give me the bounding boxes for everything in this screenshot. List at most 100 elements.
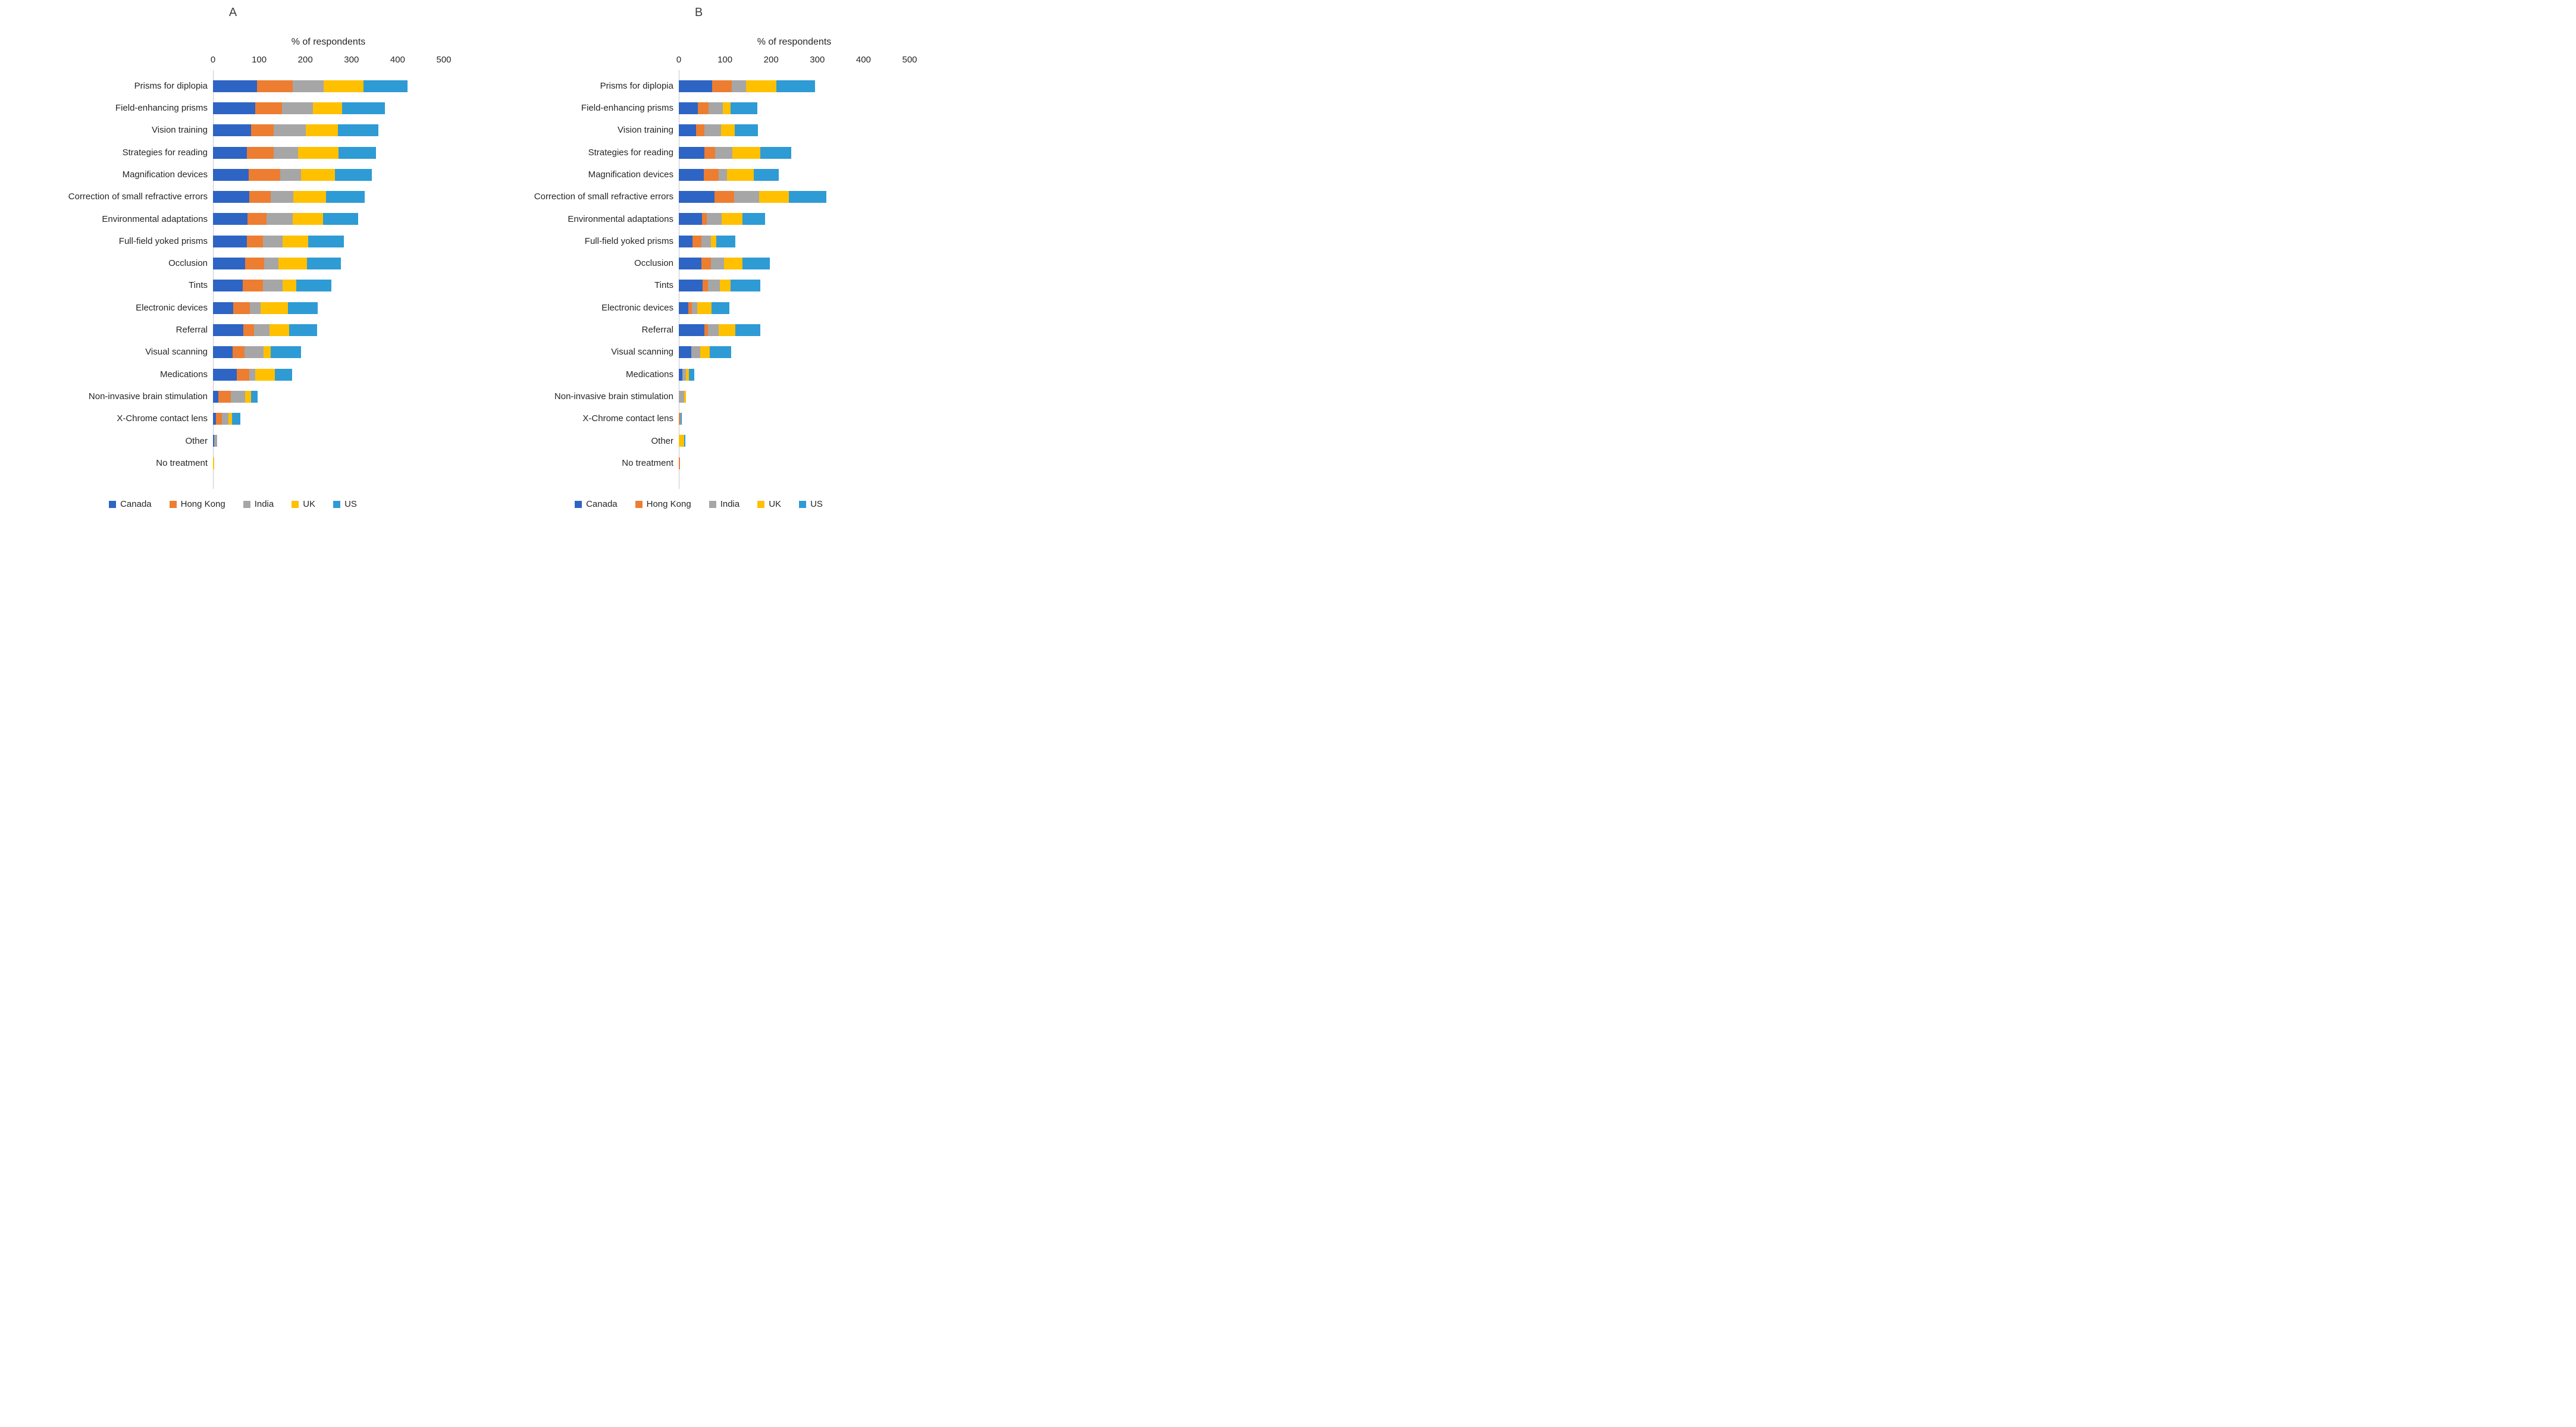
bar-track [213,457,444,469]
bar-segment-hong-kong [679,413,680,425]
bar-segment-hong-kong [245,258,265,270]
bar-segment-canada [213,324,244,336]
bar-track [679,390,910,403]
bar-segment-us [742,213,766,225]
category-label-field-enhancing-prisms: Field-enhancing prisms [581,103,673,114]
chart-row-referral: Referral [466,319,932,341]
chart-row-other: Other [466,430,932,452]
bar-segment-hong-kong [216,413,222,425]
bar-segment-uk [228,413,232,425]
bar-segment-india [679,413,681,425]
x-tick-label-400: 400 [390,55,405,65]
bar-segment-uk [213,457,214,469]
panel-a-plot-area: Prisms for diplopia Field-enhancing prism… [0,75,466,485]
bar-segment-us [689,368,694,381]
chart-row-electronic-devices: Electronic devices [466,297,932,319]
bar-segment-india [701,235,711,247]
bar-segment-us [712,302,729,314]
bar-segment-hong-kong [704,146,716,159]
bar-segment-canada [679,324,704,336]
bar-segment-canada [213,390,219,403]
x-tick-label-100: 100 [717,55,733,65]
category-label-correction-of-small-refractive-errors: Correction of small refractive errors [534,192,673,202]
bar-track [213,390,444,403]
bar-track [213,346,444,359]
legend-item-us: US [799,499,823,509]
legend-item-canada: Canada [109,499,152,509]
x-tick-label-300: 300 [344,55,359,65]
bar-segment-canada [213,124,252,137]
bar-segment-canada [679,146,704,159]
bar-segment-uk [721,124,735,137]
panel-a-title: A [228,6,237,19]
bar-segment-us [789,191,827,203]
bar-segment-canada [213,191,250,203]
bar-segment-hong-kong [692,235,702,247]
bar-segment-hong-kong [702,280,708,292]
bar-segment-us [289,324,317,336]
legend-label-hong-kong: Hong Kong [180,499,225,509]
bar-segment-us [274,368,292,381]
bar-segment-india [282,102,314,114]
bar-segment-us [342,102,385,114]
bar-segment-uk [260,302,289,314]
category-label-prisms-for-diplopia: Prisms for diplopia [134,80,208,91]
bar-segment-hong-kong [218,390,231,403]
bar-track [213,302,444,314]
chart-row-visual-scanning: Visual scanning [0,341,466,363]
bar-segment-hong-kong [697,102,709,114]
panel-a-legend: Canada Hong Kong India UK US [0,499,466,509]
bar-segment-hong-kong [236,368,250,381]
bar-track [679,324,910,336]
chart-row-field-enhancing-prisms: Field-enhancing prisms [0,97,466,119]
bar-segment-hong-kong [251,124,274,137]
bar-segment-india [274,146,298,159]
bar-segment-uk [301,168,335,181]
bar-track [213,124,444,137]
bar-track [679,457,910,469]
bar-segment-uk [759,191,789,203]
legend-item-canada: Canada [575,499,618,509]
bar-track [213,435,444,447]
bar-segment-canada [213,168,249,181]
chart-row-occlusion: Occlusion [466,252,932,274]
chart-row-occlusion: Occlusion [0,252,466,274]
panel-a-axis-line [213,70,214,489]
bar-track [679,102,910,114]
bar-segment-india [691,302,697,314]
x-tick-label-300: 300 [810,55,825,65]
legend-swatch-uk-icon [292,500,299,508]
chart-row-prisms-for-diplopia: Prisms for diplopia [0,75,466,97]
chart-row-full-field-yoked-prisms: Full-field yoked prisms [0,230,466,252]
legend-label-uk: UK [303,499,316,509]
legend-label-canada: Canada [120,499,152,509]
legend-swatch-india-icon [243,500,250,508]
category-label-correction-of-small-refractive-errors: Correction of small refractive errors [68,192,208,202]
bar-track [213,191,444,203]
bar-track [679,235,910,247]
bar-segment-hong-kong [248,168,280,181]
category-label-referral: Referral [641,325,673,335]
bar-segment-hong-kong [704,324,708,336]
chart-row-other: Other [0,430,466,452]
bar-segment-india [270,191,293,203]
bar-segment-canada [679,346,691,359]
bar-segment-uk [269,324,289,336]
bar-segment-us [251,390,258,403]
bar-segment-uk [264,346,271,359]
legend-swatch-us-icon [333,500,341,508]
bar-track [679,368,910,381]
category-label-electronic-devices: Electronic devices [601,302,673,313]
panel-b-axis-ticks: 0 100 200 300 400 500 [676,55,917,68]
bar-segment-india [267,213,293,225]
bar-segment-hong-kong [714,191,735,203]
bar-segment-us [326,191,365,203]
category-label-tints: Tints [189,280,208,291]
x-tick-label-0: 0 [210,55,216,65]
bar-segment-canada [679,258,702,270]
bar-segment-india [262,280,283,292]
legend-label-hong-kong: Hong Kong [646,499,691,509]
bar-segment-hong-kong [249,191,271,203]
bar-segment-india [734,191,759,203]
bar-segment-canada [679,235,692,247]
